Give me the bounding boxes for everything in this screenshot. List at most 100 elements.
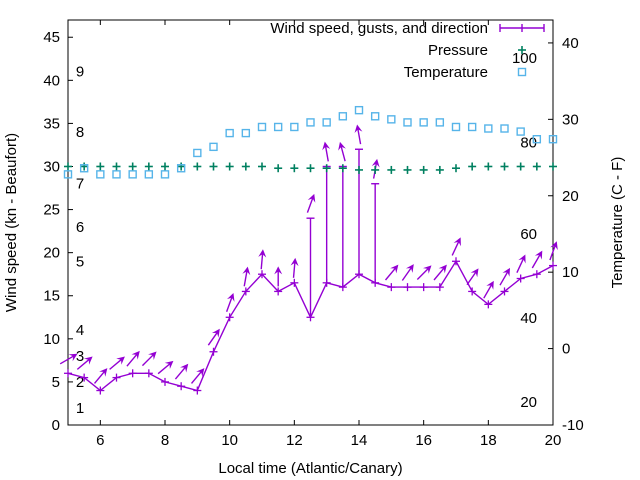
legend-label-1: Pressure	[428, 42, 488, 59]
temperature-marker	[322, 118, 331, 127]
y2-tick-label: 20	[562, 188, 579, 205]
beaufort-label: 8	[76, 124, 84, 141]
temperature-marker	[79, 164, 89, 173]
wind-direction-arrow	[322, 141, 331, 162]
temperature-marker	[338, 112, 348, 121]
temperature-marker	[532, 135, 542, 144]
wind-direction-arrow	[451, 237, 461, 256]
wind-direction-arrow	[225, 292, 235, 312]
wind-direction-arrow	[401, 264, 414, 281]
beaufort-label: 5	[76, 253, 84, 270]
y-tick-label: 15	[43, 288, 60, 305]
x-tick-label: 12	[286, 432, 303, 449]
temperature-marker	[176, 164, 186, 173]
temperature-marker	[403, 118, 412, 127]
y-tick-label: 0	[52, 417, 60, 434]
temperature-marker	[112, 170, 121, 179]
temperature-marker	[451, 122, 461, 132]
wind-direction-arrow	[384, 264, 399, 281]
wind-direction-arrow	[338, 141, 346, 162]
wind-direction-arrow	[258, 249, 267, 270]
temperature-marker	[193, 148, 202, 158]
wind-direction-arrow	[290, 257, 299, 278]
wind-direction-arrow	[483, 280, 494, 299]
wind-direction-arrow	[76, 356, 93, 370]
beaufort-label: 3	[76, 348, 84, 365]
x-tick-label: 10	[221, 432, 238, 449]
wind-direction-arrow	[466, 268, 479, 286]
temperature-marker	[354, 105, 364, 115]
temperature-marker	[370, 112, 380, 121]
y2-axis-label: Temperature (C - F)	[609, 157, 626, 289]
temperature-marker	[128, 170, 137, 179]
y-tick-label: 30	[43, 158, 60, 175]
y-tick-label: 25	[43, 202, 60, 219]
wind-direction-arrow	[416, 265, 432, 280]
wind-direction-arrow	[109, 356, 125, 370]
wind-direction-arrow	[274, 266, 283, 287]
temperature-marker	[160, 170, 170, 179]
y-tick-label: 20	[43, 245, 60, 262]
wind-direction-arrow	[433, 264, 447, 281]
y2-tick-label: 10	[562, 264, 579, 281]
temperature-marker	[467, 122, 477, 132]
temperature-marker	[435, 118, 445, 127]
temperature-marker	[290, 122, 299, 132]
y-tick-label: 35	[43, 115, 60, 132]
x-tick-label: 18	[480, 432, 497, 449]
wind-direction-arrow	[157, 360, 174, 375]
temperature-marker	[241, 128, 251, 138]
x-tick-label: 16	[415, 432, 432, 449]
y2-tick-label: 0	[562, 341, 570, 358]
temperature-marker	[225, 128, 234, 138]
wind-direction-arrow	[516, 254, 526, 273]
temperature-marker	[273, 122, 283, 132]
temperature-marker	[516, 127, 525, 136]
wind-direction-arrow	[306, 193, 316, 213]
wind-direction-arrow	[531, 250, 543, 269]
wind-direction-arrow	[242, 266, 251, 287]
beaufort-label: 2	[76, 374, 84, 391]
wind-direction-arrow	[174, 363, 189, 380]
y-tick-label: 40	[43, 72, 60, 89]
fahrenheit-label: 60	[520, 226, 537, 243]
x-tick-label: 14	[351, 432, 368, 449]
temperature-marker	[257, 122, 267, 132]
wind-direction-arrow	[190, 368, 205, 384]
legend-label-2: Temperature	[404, 64, 488, 81]
temperature-marker	[387, 115, 396, 124]
temperature-marker	[63, 170, 73, 179]
x-tick-label: 20	[545, 432, 562, 449]
temperature-marker	[96, 170, 105, 179]
wind-direction-arrow	[354, 124, 363, 145]
beaufort-label: 1	[76, 400, 84, 417]
fahrenheit-label: 20	[520, 394, 537, 411]
beaufort-label: 9	[76, 64, 84, 81]
temperature-marker	[548, 135, 558, 144]
y-tick-label: 45	[43, 29, 60, 46]
wind-direction-arrow	[499, 267, 510, 286]
plot-border	[67, 19, 554, 426]
temperature-marker	[484, 124, 493, 133]
wind-direction-arrow	[126, 350, 140, 367]
wind-direction-arrow	[93, 368, 108, 384]
temperature-marker	[419, 118, 428, 127]
y2-tick-label: 40	[562, 35, 579, 52]
fahrenheit-label: 40	[520, 310, 537, 327]
beaufort-label: 6	[76, 219, 84, 236]
x-tick-label: 8	[161, 432, 169, 449]
wind-direction-arrow	[549, 241, 558, 261]
beaufort-label: 4	[76, 322, 84, 339]
wind-direction-arrow	[141, 351, 157, 367]
legend-label-0: Wind speed, gusts, and direction	[270, 20, 488, 37]
y2-tick-label: 30	[562, 111, 579, 128]
temperature-marker	[209, 142, 218, 152]
y-tick-label: 5	[52, 374, 60, 391]
beaufort-label: 7	[76, 176, 84, 193]
x-axis-label: Local time (Atlantic/Canary)	[218, 460, 402, 477]
fahrenheit-label: 100	[512, 50, 537, 67]
wind-direction-arrow	[59, 353, 78, 365]
wind-direction-arrow	[207, 328, 220, 346]
